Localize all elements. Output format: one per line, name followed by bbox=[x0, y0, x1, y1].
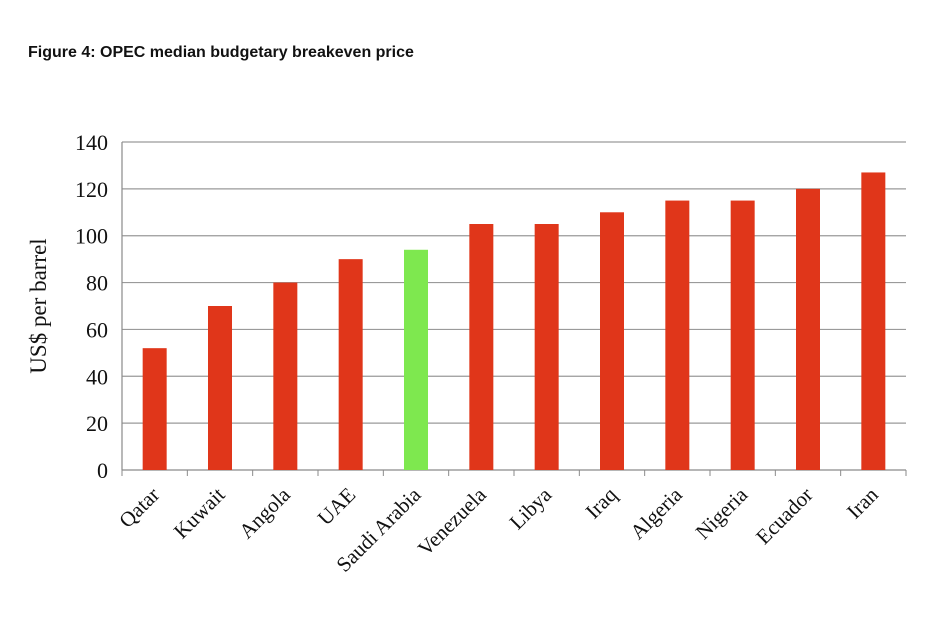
bar bbox=[534, 224, 559, 470]
x-category-label: Iran bbox=[842, 482, 883, 523]
bar bbox=[404, 249, 428, 470]
bar bbox=[730, 200, 755, 471]
y-tick-label: 60 bbox=[86, 317, 108, 342]
y-tick-label: 0 bbox=[97, 458, 108, 483]
x-category-label: Kuwait bbox=[169, 482, 230, 543]
x-category-label: Angola bbox=[234, 482, 295, 543]
y-tick-label: 140 bbox=[75, 130, 108, 155]
bar bbox=[796, 188, 820, 470]
bar bbox=[142, 348, 167, 470]
bar bbox=[338, 259, 363, 470]
y-tick-label: 120 bbox=[75, 177, 108, 202]
y-axis-title: US$ per barrel bbox=[26, 238, 51, 373]
bar bbox=[469, 224, 494, 470]
x-category-label: UAE bbox=[313, 483, 360, 530]
y-tick-label: 100 bbox=[75, 224, 108, 249]
x-category-label: Nigeria bbox=[691, 482, 753, 544]
x-category-label: Algeria bbox=[625, 482, 687, 544]
x-category-label: Iraq bbox=[581, 482, 622, 523]
y-tick-label: 20 bbox=[86, 411, 108, 436]
bar bbox=[208, 306, 232, 470]
x-category-label: Libya bbox=[505, 482, 557, 534]
bar bbox=[861, 172, 886, 470]
y-tick-label: 80 bbox=[86, 271, 108, 296]
x-category-label: Ecuador bbox=[751, 483, 817, 549]
bar bbox=[665, 200, 690, 471]
x-category-label: Venezuela bbox=[413, 482, 491, 560]
bar bbox=[273, 282, 298, 470]
bar bbox=[600, 212, 624, 471]
y-tick-label: 40 bbox=[86, 364, 108, 389]
chart-title: Figure 4: OPEC median budgetary breakeve… bbox=[28, 44, 414, 61]
x-category-label: Qatar bbox=[114, 483, 164, 533]
